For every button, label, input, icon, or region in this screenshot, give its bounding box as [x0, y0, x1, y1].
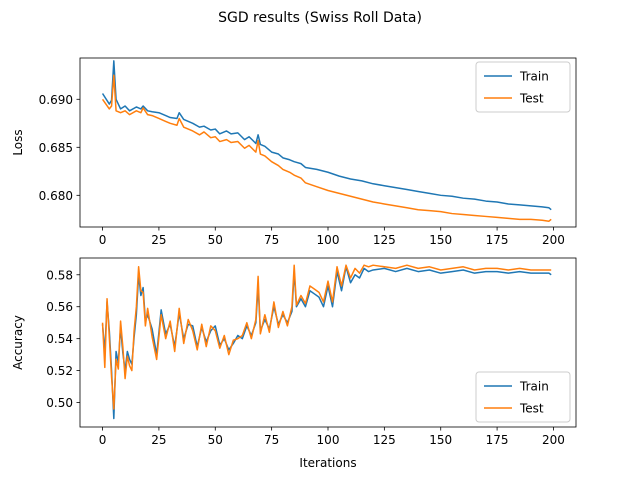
subplot-1-xtick-label: 200 [542, 433, 565, 447]
subplot-0-ytick-label: 0.685 [39, 141, 73, 155]
subplot-0-xtick-label: 175 [486, 233, 509, 247]
subplot-1-ylabel: Accuracy [11, 315, 25, 370]
subplot-1-xtick-label: 100 [317, 433, 340, 447]
subplot-1-xtick-label: 50 [208, 433, 223, 447]
subplot-0-legend-box [475, 61, 571, 113]
subplot-1-ytick-label: 0.50 [46, 396, 73, 410]
subplot-0-xtick-label: 150 [429, 233, 452, 247]
subplot-0-xtick-label: 75 [264, 233, 279, 247]
subplot-0-legend: Train Test [475, 61, 571, 113]
subplot-1-xtick-label: 150 [429, 433, 452, 447]
subplot-0-xtick-label: 0 [99, 233, 107, 247]
subplot-0-legend-label-test: Test [519, 92, 544, 106]
loss-subplot: 0 25 50 75 100 125 150 175 200 0.680 0.685 0.690 Los… [11, 57, 577, 247]
subplot-1-ytick-label: 0.58 [46, 268, 73, 282]
subplot-1-xlabel: Iterations [299, 456, 356, 470]
subplot-0-series-test-line [101, 74, 552, 222]
figure-title: SGD results (Swiss Roll Data) [218, 10, 422, 26]
subplot-1-legend-box [475, 371, 571, 423]
subplot-0-xtick-label: 25 [151, 233, 166, 247]
subplot-1-xtick-label: 75 [264, 433, 279, 447]
subplot-0-xtick-label: 50 [208, 233, 223, 247]
subplot-1-legend-label-test: Test [519, 402, 544, 416]
subplot-0-legend-label-train: Train [519, 70, 549, 84]
subplot-1-legend: Train Test [475, 371, 571, 423]
subplot-1-ytick-label: 0.54 [46, 332, 73, 346]
subplot-0-ytick-label: 0.690 [39, 93, 73, 107]
subplot-0-xtick-label: 100 [317, 233, 340, 247]
subplot-0-ylabel: Loss [11, 129, 25, 155]
subplot-1-ytick-label: 0.56 [46, 300, 73, 314]
subplot-0-ytick-label: 0.680 [39, 189, 73, 203]
subplot-0-xtick-label: 200 [542, 233, 565, 247]
subplot-1-legend-label-train: Train [519, 380, 549, 394]
subplot-1-series-test-line [101, 264, 552, 410]
subplot-1-ytick-label: 0.52 [46, 364, 73, 378]
subplot-1-xtick-label: 0 [99, 433, 107, 447]
subplot-1-xtick-label: 125 [373, 433, 396, 447]
subplot-1-xtick-label: 25 [151, 433, 166, 447]
subplot-0-xtick-label: 125 [373, 233, 396, 247]
accuracy-subplot: 0 25 50 75 100 125 150 175 200 0.50 0.52 0.54 0.56 0.… [11, 257, 577, 470]
subplot-0-series-train-line [101, 60, 552, 211]
subplot-1-xtick-label: 175 [486, 433, 509, 447]
